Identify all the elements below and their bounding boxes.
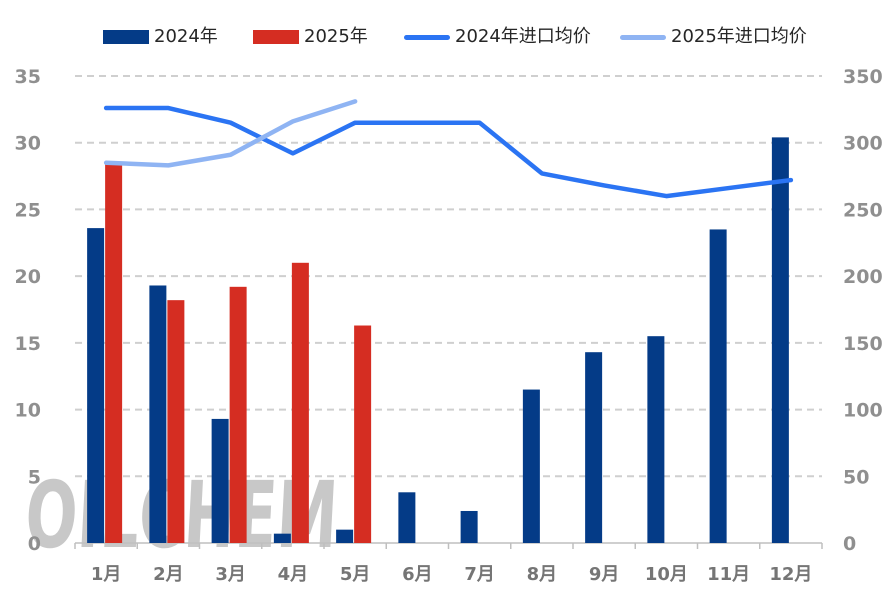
bar-2024年-9月 bbox=[585, 352, 603, 543]
bar-2025年-5月 bbox=[354, 325, 372, 543]
month-label-6月: 6月 bbox=[402, 564, 433, 585]
bar-2024年-11月 bbox=[709, 229, 727, 543]
price-line-2025年进口均价 bbox=[103, 99, 358, 168]
svg-text:20: 20 bbox=[15, 266, 41, 288]
legend-label-2024-price: 2024年进口均价 bbox=[455, 26, 591, 47]
bar-2025年-4月 bbox=[291, 262, 309, 543]
svg-text:10: 10 bbox=[15, 400, 41, 422]
bar-2025年-3月 bbox=[229, 286, 247, 543]
bar-2024年-6月 bbox=[398, 492, 416, 543]
month-label-11月: 11月 bbox=[707, 564, 750, 585]
bars-2024年 bbox=[87, 137, 789, 543]
bar-2024年-1月 bbox=[87, 228, 105, 543]
bars-2025年 bbox=[105, 162, 372, 543]
svg-text:5: 5 bbox=[28, 466, 41, 488]
svg-text:250: 250 bbox=[843, 199, 883, 221]
legend-item-2025-bars[interactable]: 2025年 bbox=[253, 27, 368, 47]
month-label-3月: 3月 bbox=[215, 564, 246, 585]
svg-text:350: 350 bbox=[843, 66, 883, 88]
svg-text:50: 50 bbox=[843, 466, 869, 488]
chart-legend: 2024年 2025年 2024年进口均价 2025年进口均价 bbox=[0, 0, 886, 56]
svg-text:300: 300 bbox=[843, 133, 883, 155]
legend-label-2025: 2025年 bbox=[304, 26, 368, 47]
bar-2024年-5月 bbox=[336, 529, 354, 543]
gridlines bbox=[75, 75, 822, 478]
svg-text:25: 25 bbox=[15, 199, 41, 221]
bar-2024年-4月 bbox=[273, 533, 291, 543]
legend-swatch-2024-bar bbox=[103, 30, 149, 44]
svg-text:35: 35 bbox=[15, 66, 41, 88]
left-axis-labels: 0 5 10 15 20 25 30 35 bbox=[15, 66, 41, 555]
legend-item-2024-bars[interactable]: 2024年 bbox=[103, 27, 218, 47]
month-label-10月: 10月 bbox=[645, 564, 688, 585]
month-label-12月: 12月 bbox=[769, 564, 812, 585]
svg-text:0: 0 bbox=[843, 533, 856, 555]
svg-text:150: 150 bbox=[843, 333, 883, 355]
month-label-1月: 1月 bbox=[91, 564, 122, 585]
legend-swatch-2024-line bbox=[404, 34, 450, 40]
bar-2024年-10月 bbox=[647, 336, 665, 543]
bar-2024年-3月 bbox=[211, 418, 229, 543]
legend-item-2024-price-line[interactable]: 2024年进口均价 bbox=[404, 27, 591, 47]
bar-2025年-2月 bbox=[167, 300, 185, 543]
month-label-2月: 2月 bbox=[153, 564, 184, 585]
legend-item-2025-price-line[interactable]: 2025年进口均价 bbox=[620, 27, 807, 47]
month-label-4月: 4月 bbox=[278, 564, 309, 585]
bar-2024年-8月 bbox=[522, 389, 540, 543]
month-label-7月: 7月 bbox=[464, 564, 495, 585]
price-line-2024年进口均价 bbox=[103, 105, 794, 199]
bar-2024年-12月 bbox=[771, 137, 789, 543]
svg-text:15: 15 bbox=[15, 333, 41, 355]
svg-text:100: 100 bbox=[843, 400, 883, 422]
month-label-9月: 9月 bbox=[589, 564, 620, 585]
legend-swatch-2025-line bbox=[620, 34, 666, 40]
month-labels: 1月 2月 3月 4月 5月 6月 7月 8月 9月 10月 11月 12月 bbox=[91, 564, 813, 585]
right-axis-labels: 0 50 100 150 200 250 300 350 bbox=[843, 66, 883, 555]
svg-text:30: 30 bbox=[15, 133, 41, 155]
bar-2024年-7月 bbox=[460, 510, 478, 543]
svg-text:0: 0 bbox=[28, 533, 41, 555]
svg-text:200: 200 bbox=[843, 266, 883, 288]
x-axis bbox=[74, 542, 823, 549]
legend-label-2024: 2024年 bbox=[154, 26, 218, 47]
legend-label-2025-price: 2025年进口均价 bbox=[671, 26, 807, 47]
month-label-8月: 8月 bbox=[527, 564, 558, 585]
month-label-5月: 5月 bbox=[340, 564, 371, 585]
bar-2024年-2月 bbox=[149, 285, 167, 543]
legend-swatch-2025-bar bbox=[253, 30, 299, 44]
bar-2025年-1月 bbox=[105, 162, 123, 543]
